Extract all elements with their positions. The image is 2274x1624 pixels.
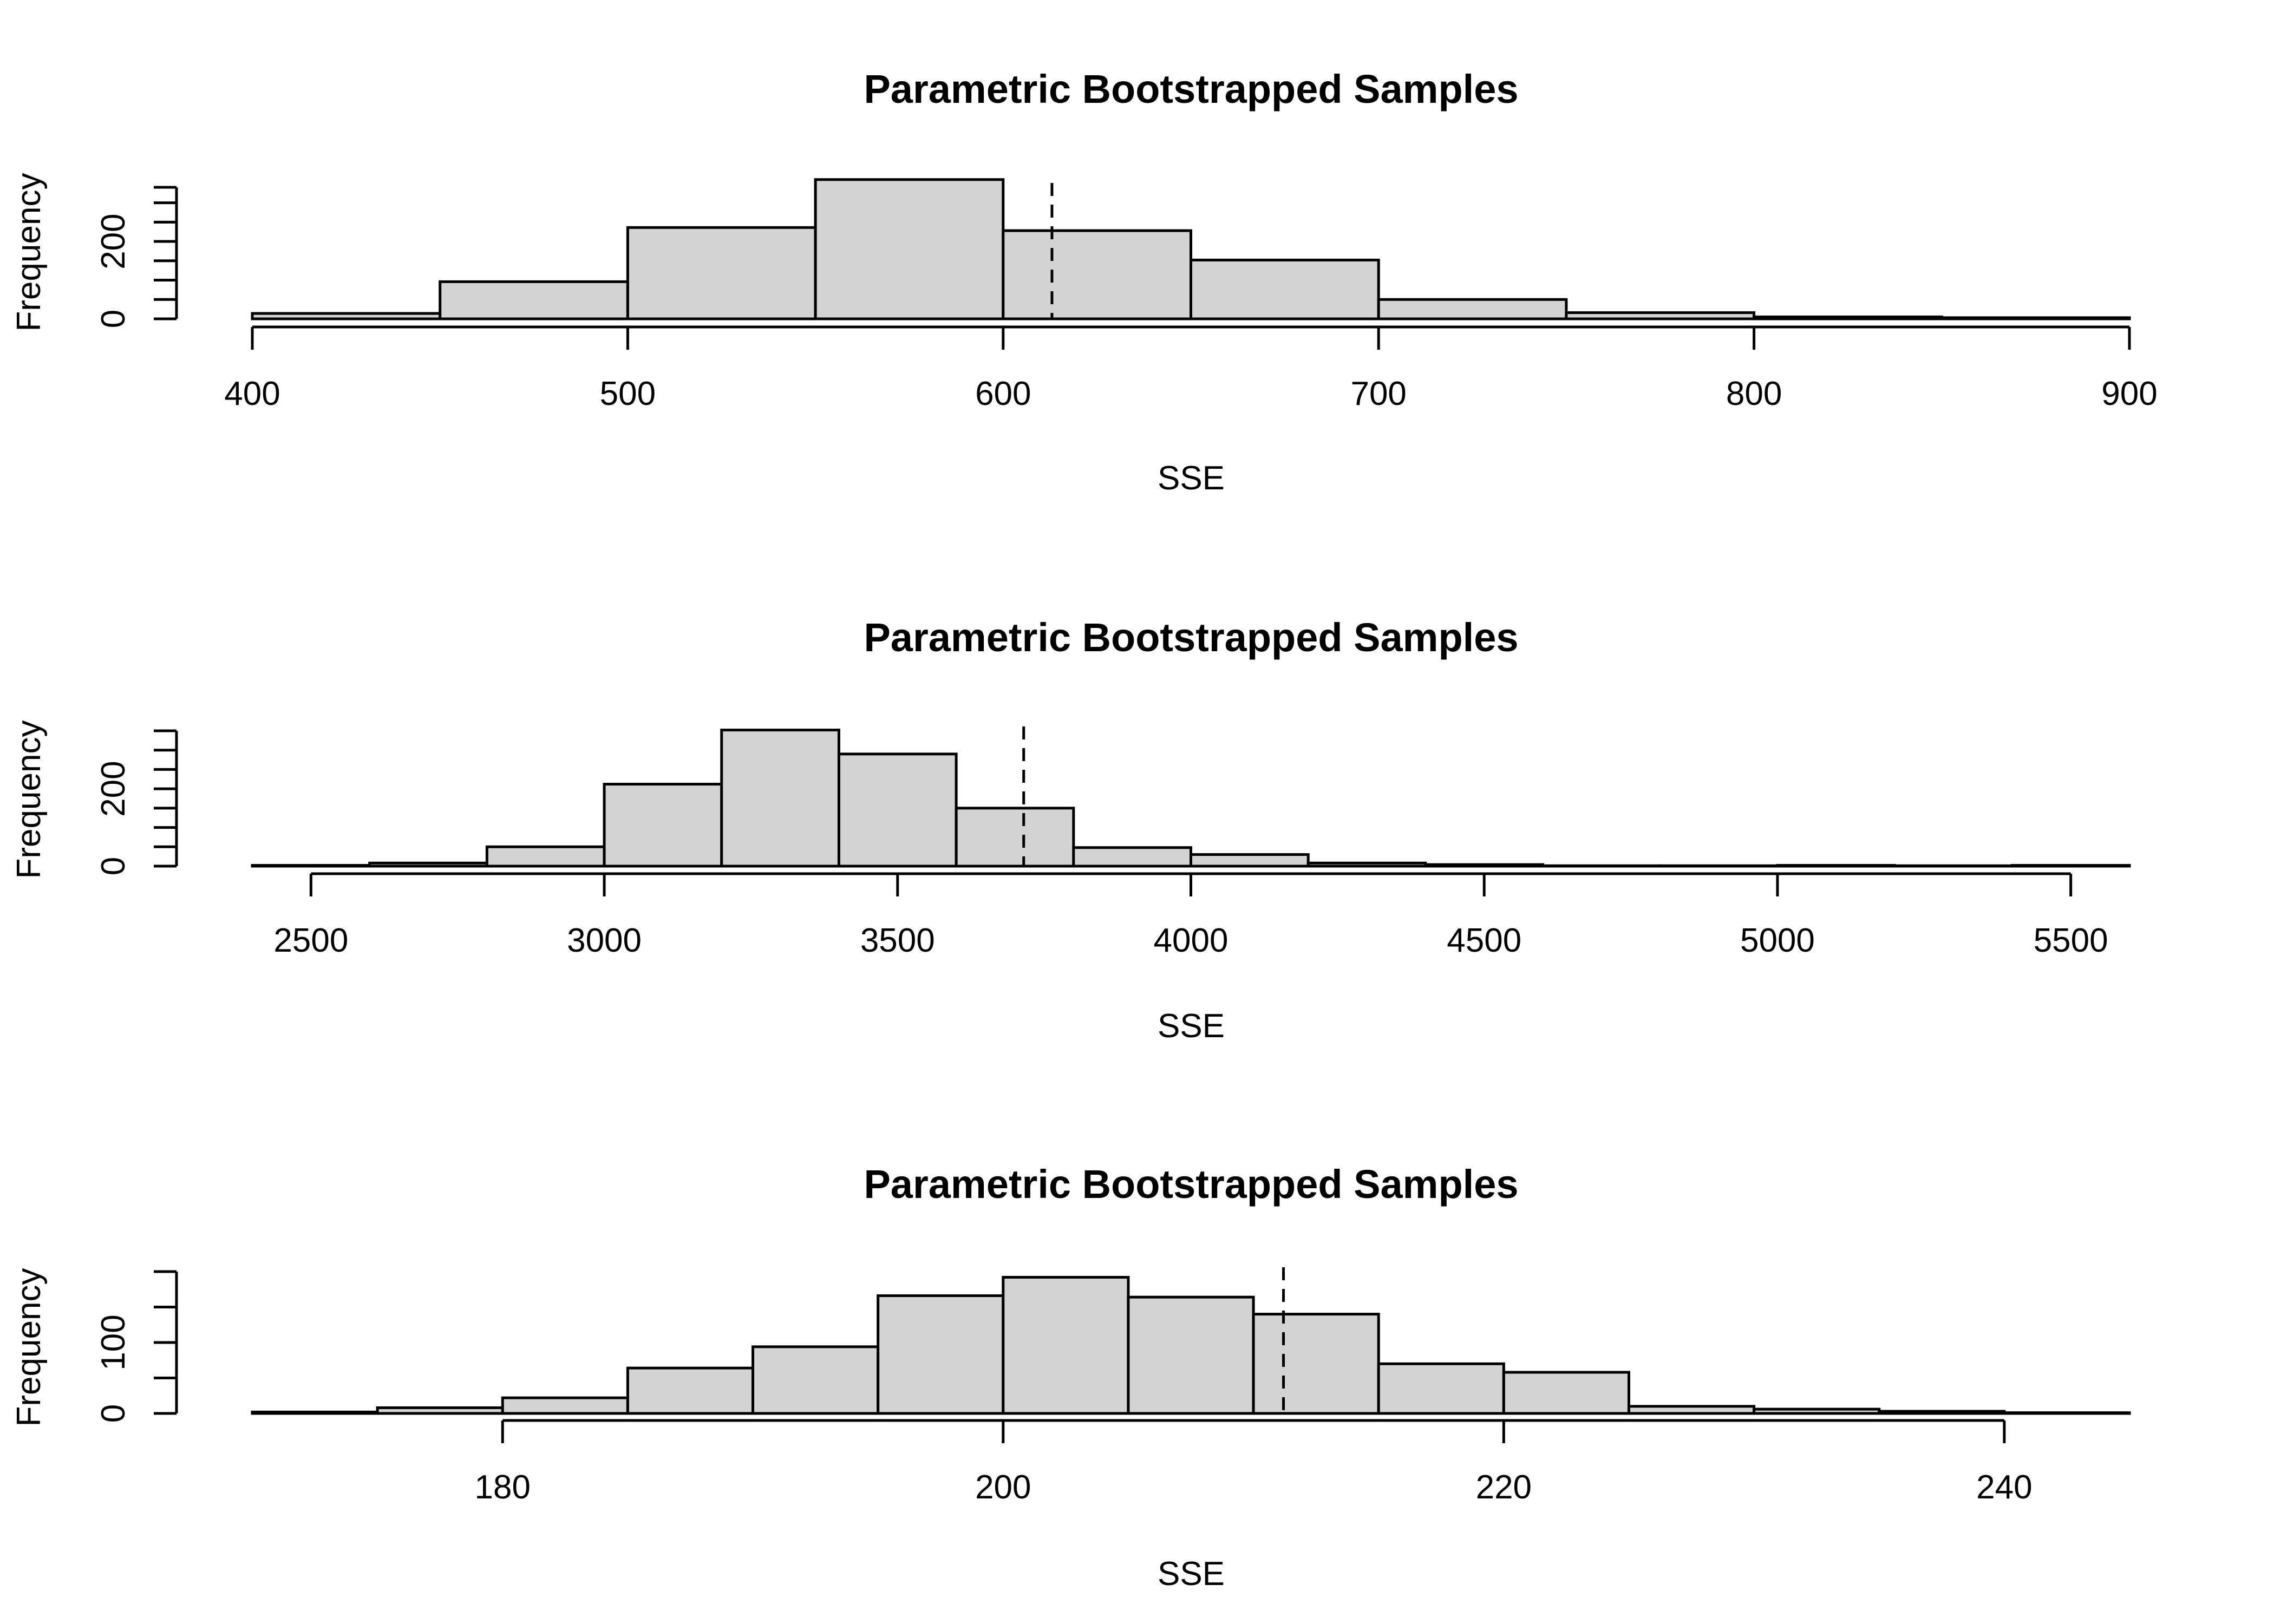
histogram-bar: [1002, 229, 1193, 320]
histogram-bar: [1753, 1407, 1881, 1415]
histogram-bar: [1072, 846, 1192, 868]
panel-3: Parametric Bootstrapped Samples SSE Freq…: [10, 1162, 2131, 1593]
histogram-bar: [1377, 298, 1568, 320]
histogram-bar: [1002, 1275, 1130, 1415]
x-tick-label: 180: [475, 1469, 531, 1506]
y-tick-label: 0: [95, 310, 132, 328]
histogram-bar: [1565, 311, 1756, 320]
histogram-bar: [1502, 1371, 1630, 1415]
x-tick-label: 220: [1476, 1469, 1532, 1506]
x-tick-label: 240: [1976, 1469, 2032, 1506]
histogram-bar: [814, 178, 1005, 320]
histogram-bar: [1306, 861, 1427, 868]
histogram-bar: [626, 1366, 755, 1415]
y-tick-label: 0: [95, 1404, 132, 1423]
y-tick-label: 0: [95, 857, 132, 875]
histogram-bar: [1940, 316, 2131, 320]
histogram-bar: [1627, 1405, 1756, 1415]
x-tick-label: 200: [975, 1469, 1031, 1506]
histogram-bar: [1252, 1313, 1380, 1415]
histogram-bar: [376, 1406, 504, 1415]
x-tick-label: 2500: [273, 922, 348, 959]
panel-3-title: Parametric Bootstrapped Samples: [864, 1162, 1518, 1207]
histogram-bar: [955, 807, 1075, 868]
histogram-bar: [1190, 853, 1310, 868]
histogram-bar: [1127, 1295, 1255, 1415]
histogram-bar: [603, 783, 723, 868]
x-tick-label: 400: [224, 375, 280, 412]
x-tick-label: 600: [975, 375, 1031, 412]
histogram-bar: [720, 729, 840, 868]
histogram-bar: [1878, 1410, 2006, 1415]
y-tick-label: 200: [95, 213, 132, 269]
x-tick-label: 5500: [2034, 922, 2108, 959]
histogram-bar: [439, 280, 629, 320]
histogram-bar: [368, 861, 488, 868]
histogram-bar: [251, 1410, 379, 1415]
x-tick-label: 3500: [860, 922, 935, 959]
x-tick-label: 500: [600, 375, 656, 412]
panel-1-x-axis-label: SSE: [1158, 460, 1225, 497]
histogram-bar: [752, 1345, 880, 1415]
histogram-bar: [1377, 1362, 1505, 1415]
x-tick-label: 4000: [1154, 922, 1229, 959]
panel-2-x-axis-label: SSE: [1158, 1007, 1225, 1045]
x-tick-label: 900: [2101, 375, 2157, 412]
panel-2-title: Parametric Bootstrapped Samples: [864, 615, 1518, 660]
x-tick-label: 4500: [1447, 922, 1521, 959]
histogram-bar: [626, 226, 817, 320]
y-tick-label: 200: [95, 761, 132, 816]
panel-1: Parametric Bootstrapped Samples SSE Freq…: [10, 67, 2158, 497]
y-tick-label: 100: [95, 1314, 132, 1370]
histogram-bar: [1753, 315, 1943, 320]
panel-1-y-axis-label: Frequency: [10, 173, 48, 332]
histogram-bar: [837, 752, 958, 868]
panel-1-title: Parametric Bootstrapped Samples: [864, 67, 1518, 112]
histogram-bar: [1190, 258, 1380, 320]
x-tick-label: 3000: [567, 922, 642, 959]
panel-3-y-axis-label: Frequency: [10, 1268, 48, 1427]
panel-3-x-axis-label: SSE: [1158, 1555, 1225, 1593]
histogram-bar: [501, 1396, 629, 1415]
x-tick-label: 5000: [1740, 922, 1815, 959]
histogram-bar: [877, 1294, 1005, 1415]
x-tick-label: 700: [1350, 375, 1406, 412]
panel-2: Parametric Bootstrapped Samples SSE Freq…: [10, 615, 2131, 1045]
histogram-bar: [251, 312, 442, 320]
x-tick-label: 800: [1726, 375, 1782, 412]
histogram-bar: [485, 845, 606, 868]
histogram-bar: [1424, 863, 1545, 868]
panel-2-y-axis-label: Frequency: [10, 721, 48, 879]
